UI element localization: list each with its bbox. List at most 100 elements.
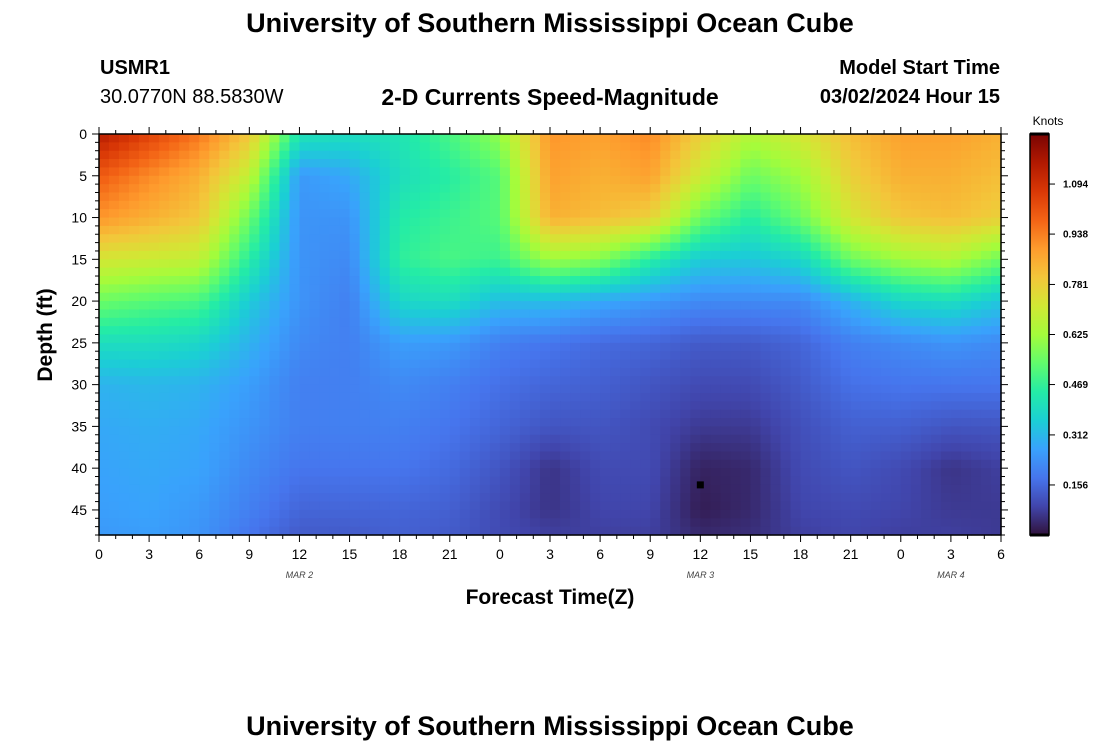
heatmap-cell — [469, 409, 481, 419]
heatmap-cell — [389, 150, 401, 160]
heatmap-cell — [580, 484, 591, 494]
heatmap-cell — [419, 209, 431, 219]
heatmap-cell — [680, 167, 691, 177]
heatmap-cell — [600, 493, 611, 503]
heatmap-cell — [139, 200, 150, 210]
heatmap-cell — [499, 426, 511, 436]
heatmap-cell — [770, 175, 782, 185]
heatmap-cell — [139, 351, 150, 361]
heatmap-cell — [119, 175, 130, 185]
heatmap-cell — [680, 518, 691, 528]
heatmap-cell — [840, 225, 852, 235]
heatmap-cell — [550, 334, 561, 344]
heatmap-cell — [449, 184, 461, 194]
heatmap-cell — [179, 334, 190, 344]
heatmap-cell — [560, 334, 571, 344]
heatmap-cell — [419, 175, 431, 185]
heatmap-cell — [259, 267, 270, 277]
heatmap-cell — [890, 242, 902, 252]
heatmap-cell — [159, 184, 170, 194]
heatmap-cell — [670, 267, 681, 277]
heatmap-cell — [560, 501, 571, 511]
heatmap-cell — [710, 376, 721, 386]
heatmap-cell — [940, 451, 952, 461]
heatmap-cell — [600, 476, 611, 486]
heatmap-cell — [920, 234, 932, 244]
heatmap-cell — [840, 276, 852, 285]
heatmap-cell — [519, 167, 531, 177]
heatmap-cell — [630, 250, 641, 260]
heatmap-cell — [810, 200, 822, 210]
heatmap-cell — [149, 426, 160, 436]
heatmap-cell — [339, 476, 351, 486]
heatmap-cell — [529, 292, 541, 302]
heatmap-cell — [459, 184, 471, 194]
heatmap-cell — [580, 359, 591, 369]
heatmap-cell — [119, 468, 130, 478]
heatmap-cell — [980, 351, 992, 361]
heatmap-cell — [590, 326, 601, 336]
heatmap-cell — [980, 317, 992, 327]
heatmap-cell — [509, 367, 521, 377]
heatmap-cell — [319, 209, 331, 219]
heatmap-cell — [499, 184, 511, 194]
heatmap-cell — [489, 392, 501, 402]
heatmap-cell — [389, 309, 401, 319]
heatmap-cell — [730, 451, 742, 461]
heatmap-cell — [630, 451, 641, 461]
station-id: USMR1 — [100, 57, 171, 79]
heatmap-cell — [870, 167, 882, 177]
heatmap-cell — [970, 392, 982, 402]
heatmap-cell — [539, 276, 551, 285]
heatmap-cell — [519, 468, 531, 478]
heatmap-cell — [129, 326, 140, 336]
heatmap-cell — [309, 392, 321, 402]
heatmap-cell — [640, 468, 651, 478]
heatmap-cell — [660, 150, 671, 160]
heatmap-cell — [189, 384, 200, 394]
heatmap-cell — [880, 501, 892, 511]
heatmap-cell — [199, 451, 210, 461]
heatmap-cell — [379, 443, 391, 453]
heatmap-cell — [509, 192, 521, 202]
heatmap-cell — [279, 175, 291, 185]
heatmap-cell — [99, 250, 110, 260]
heatmap-cell — [299, 342, 311, 352]
heatmap-cell — [690, 209, 701, 219]
heatmap-cell — [830, 326, 842, 336]
heatmap-cell — [239, 376, 250, 386]
heatmap-cell — [890, 326, 902, 336]
heatmap-cell — [560, 234, 571, 244]
heatmap-cell — [529, 518, 541, 528]
heatmap-cell — [109, 509, 120, 519]
heatmap-cell — [379, 167, 391, 177]
heatmap-cell — [519, 276, 531, 285]
heatmap-cell — [159, 250, 170, 260]
heatmap-cell — [509, 184, 521, 194]
heatmap-cell — [209, 426, 220, 436]
heatmap-cell — [519, 175, 531, 185]
heatmap-cell — [309, 309, 321, 319]
heatmap-cell — [830, 301, 842, 311]
heatmap-cell — [730, 317, 742, 327]
heatmap-cell — [469, 267, 481, 277]
heatmap-cell — [760, 451, 772, 461]
heatmap-cell — [750, 509, 762, 519]
heatmap-cell — [680, 526, 691, 536]
heatmap-cell — [990, 175, 1002, 185]
heatmap-cell — [910, 509, 922, 519]
heatmap-cell — [289, 509, 301, 519]
heatmap-cell — [840, 476, 852, 486]
heatmap-cell — [259, 234, 270, 244]
heatmap-cell — [670, 259, 681, 269]
heatmap-cell — [740, 209, 752, 219]
heatmap-cell — [189, 434, 200, 444]
heatmap-cell — [970, 384, 982, 394]
heatmap-cell — [439, 476, 451, 486]
heatmap-cell — [359, 134, 371, 143]
heatmap-cell — [339, 142, 351, 152]
heatmap-cell — [469, 259, 481, 269]
heatmap-cell — [339, 175, 351, 185]
heatmap-cell — [419, 225, 431, 235]
heatmap-cell — [950, 242, 962, 252]
